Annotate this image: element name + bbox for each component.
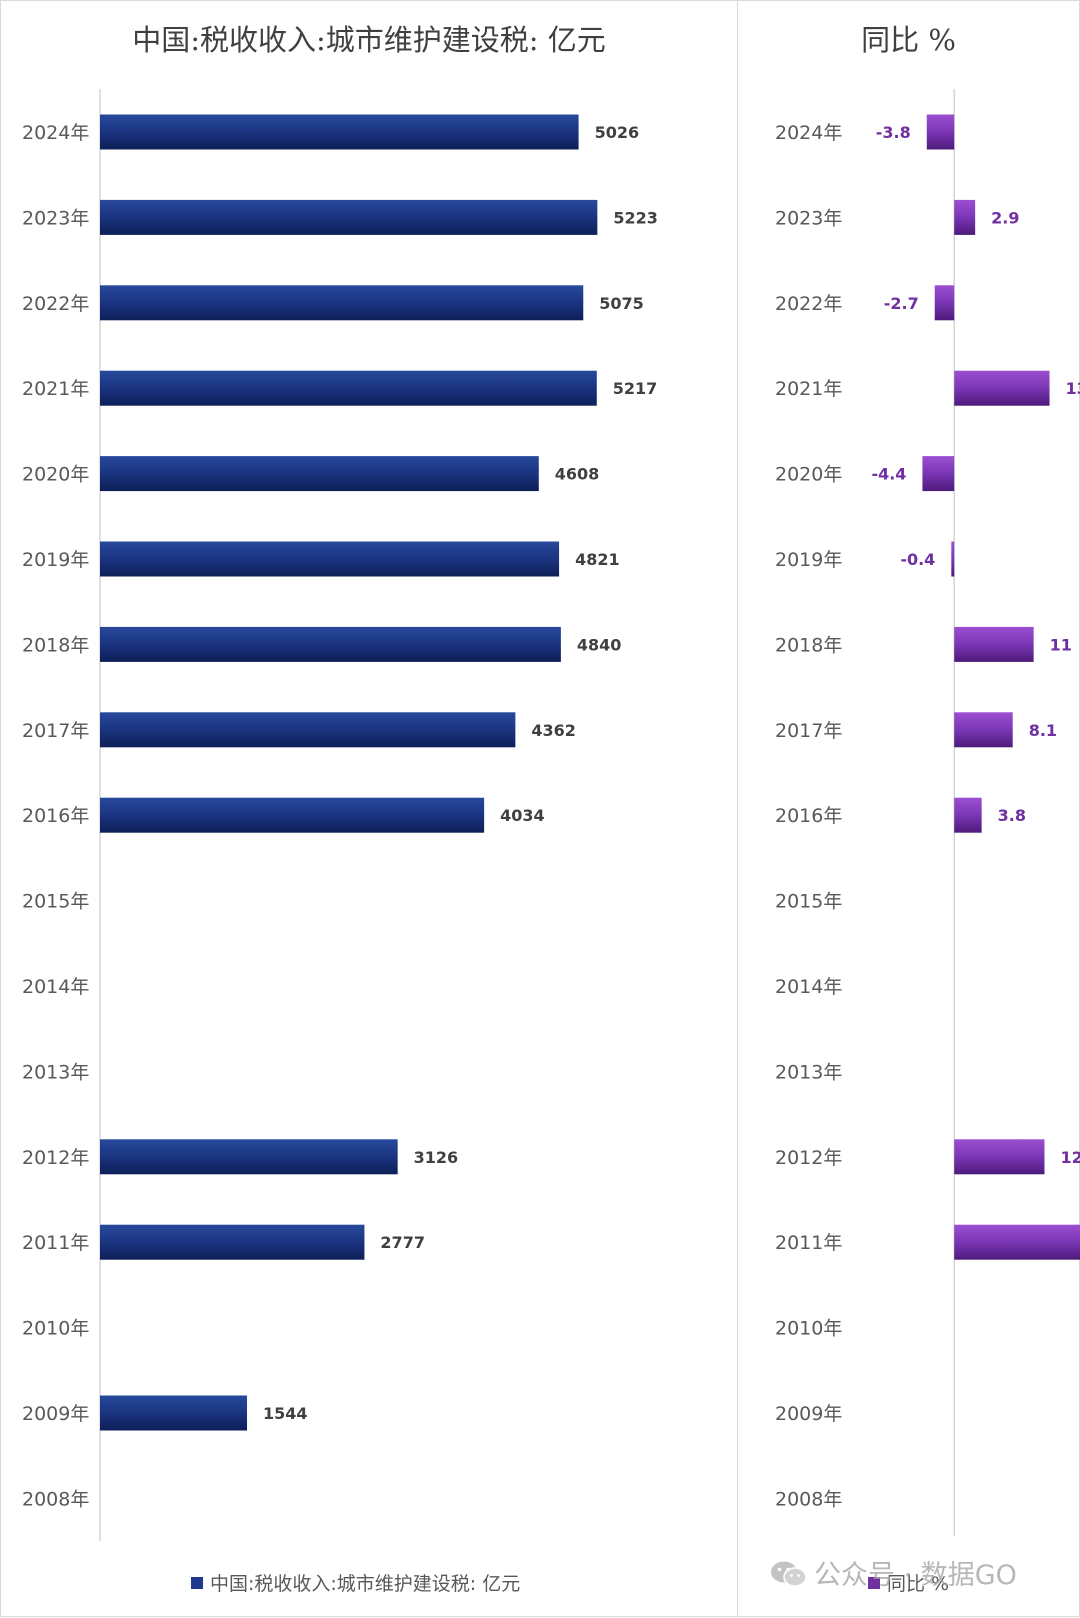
tax-revenue-panel: 中国:税收收入:城市维护建设税: 亿元 2024年 5026 2023年 5223 20… xyxy=(0,0,738,1617)
yoy-bar xyxy=(954,370,1050,406)
tax-revenue-data-label: 5026 xyxy=(595,123,640,142)
tax-revenue-data-label: 1544 xyxy=(263,1404,308,1423)
tax-revenue-bar xyxy=(100,1139,398,1175)
tax-revenue-data-label: 2777 xyxy=(380,1233,425,1252)
tax-revenue-bar xyxy=(100,199,598,235)
tax-revenue-data-label: 4840 xyxy=(577,635,622,654)
yoy-category-label: 2008年 xyxy=(775,1488,842,1510)
tax-revenue-bar xyxy=(100,456,539,492)
yoy-data-label: 8.1 xyxy=(1029,721,1057,740)
yoy-category-label: 2012年 xyxy=(775,1147,842,1169)
tax-revenue-bar xyxy=(100,712,516,748)
yoy-category-label: 2021年 xyxy=(775,378,842,400)
yoy-legend-label: 同比 % xyxy=(887,1573,950,1595)
tax-revenue-data-label: 5075 xyxy=(599,294,644,313)
yoy-data-label: 11 xyxy=(1050,635,1072,654)
tax-revenue-category-label: 2017年 xyxy=(22,720,89,742)
tax-revenue-category-label: 2014年 xyxy=(22,976,89,998)
yoy-category-label: 2010年 xyxy=(775,1318,842,1340)
tax-revenue-bar xyxy=(100,1395,248,1431)
tax-revenue-legend-swatch xyxy=(191,1577,203,1589)
tax-revenue-data-label: 5217 xyxy=(613,379,658,398)
tax-revenue-legend: 中国:税收收入:城市维护建设税: 亿元 xyxy=(191,1569,520,1596)
wechat-icon xyxy=(771,1561,807,1587)
watermark: 公众号 · 数据GO xyxy=(770,1553,1017,1592)
yoy-data-label: -0.4 xyxy=(900,550,935,569)
yoy-bar xyxy=(954,1139,1045,1175)
tax-revenue-category-label: 2024年 xyxy=(22,122,89,144)
tax-revenue-bar xyxy=(100,285,584,321)
tax-revenue-bar xyxy=(100,370,597,406)
tax-revenue-bar xyxy=(100,1224,365,1260)
tax-revenue-category-label: 2019年 xyxy=(22,549,89,571)
yoy-bar xyxy=(954,712,1013,748)
tax-revenue-bar xyxy=(100,797,485,833)
tax-revenue-bar xyxy=(100,626,561,662)
yoy-category-label: 2015年 xyxy=(775,891,842,913)
yoy-bar xyxy=(951,541,955,577)
yoy-bar xyxy=(954,797,982,833)
tax-revenue-category-label: 2016年 xyxy=(22,805,89,827)
yoy-panel: 同比 % 2024年 -3.8 2023年 2.9 2022年 -2.7 2021年 13.2… xyxy=(737,0,1080,1617)
tax-revenue-category-label: 2020年 xyxy=(22,464,89,486)
tax-revenue-data-label: 3126 xyxy=(414,1148,459,1167)
yoy-bar xyxy=(934,285,955,321)
yoy-chart-title: 同比 % xyxy=(861,23,956,57)
tax-revenue-category-label: 2012年 xyxy=(22,1147,89,1169)
yoy-data-label: -3.8 xyxy=(876,123,911,142)
tax-revenue-category-label: 2013年 xyxy=(22,1061,89,1083)
tax-revenue-data-label: 4821 xyxy=(575,550,620,569)
tax-revenue-category-label: 2023年 xyxy=(22,207,89,229)
yoy-category-label: 2009年 xyxy=(775,1403,842,1425)
tax-revenue-bar xyxy=(100,541,560,577)
tax-revenue-bar-chart: 2024年 5026 2023年 5223 2022年 5075 2021年 5217 2020… xyxy=(22,89,658,1541)
yoy-category-label: 2018年 xyxy=(775,634,842,656)
tax-revenue-data-label: 4608 xyxy=(555,465,600,484)
tax-revenue-category-label: 2011年 xyxy=(22,1232,89,1254)
tax-revenue-chart-title: 中国:税收收入:城市维护建设税: 亿元 xyxy=(132,23,606,57)
watermark-text: 公众号 · 数据GO xyxy=(814,1560,1017,1591)
yoy-bar xyxy=(954,1224,1080,1260)
tax-revenue-legend-label: 中国:税收收入:城市维护建设税: 亿元 xyxy=(210,1573,521,1595)
tax-revenue-category-label: 2021年 xyxy=(22,378,89,400)
yoy-category-label: 2016年 xyxy=(775,805,842,827)
yoy-data-label: -2.7 xyxy=(884,294,919,313)
yoy-category-label: 2019年 xyxy=(775,549,842,571)
tax-revenue-data-label: 4362 xyxy=(531,721,576,740)
yoy-category-label: 2023年 xyxy=(775,207,842,229)
yoy-category-label: 2020年 xyxy=(775,464,842,486)
tax-revenue-category-label: 2018年 xyxy=(22,634,89,656)
yoy-data-label: -4.4 xyxy=(871,465,906,484)
yoy-category-label: 2013年 xyxy=(775,1061,842,1083)
yoy-data-label: 13.2 xyxy=(1066,379,1080,398)
tax-revenue-data-label: 5223 xyxy=(613,208,658,227)
tax-revenue-category-label: 2008年 xyxy=(22,1488,89,1510)
yoy-category-label: 2024年 xyxy=(775,122,842,144)
yoy-category-label: 2017年 xyxy=(775,720,842,742)
yoy-bar xyxy=(954,199,976,235)
yoy-data-label: 3.8 xyxy=(998,806,1026,825)
tax-revenue-category-label: 2015年 xyxy=(22,891,89,913)
yoy-category-label: 2014年 xyxy=(775,976,842,998)
yoy-bar xyxy=(954,626,1034,662)
yoy-data-label: 12.5 xyxy=(1060,1148,1080,1167)
yoy-bar xyxy=(922,456,955,492)
yoy-bar-chart: 2024年 -3.8 2023年 2.9 2022年 -2.7 2021年 13.2 2020年… xyxy=(775,89,1080,1536)
yoy-data-label: 2.9 xyxy=(991,208,1019,227)
yoy-category-label: 2011年 xyxy=(775,1232,842,1254)
yoy-bar xyxy=(926,114,955,150)
yoy-legend: 同比 % xyxy=(868,1569,949,1596)
tax-revenue-category-label: 2010年 xyxy=(22,1318,89,1340)
tax-revenue-data-label: 4034 xyxy=(500,806,545,825)
yoy-category-label: 2022年 xyxy=(775,293,842,315)
tax-revenue-category-label: 2022年 xyxy=(22,293,89,315)
yoy-legend-swatch xyxy=(868,1577,880,1589)
tax-revenue-category-label: 2009年 xyxy=(22,1403,89,1425)
tax-revenue-bar xyxy=(100,114,579,150)
